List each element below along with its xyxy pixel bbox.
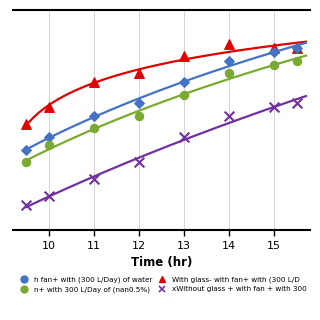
Point [294,100,300,106]
Point [92,79,97,84]
Point [24,147,29,152]
Point [137,100,142,106]
Point [137,160,142,165]
Point [181,54,187,59]
Point [46,194,52,199]
Legend: h fan+ with (300 L/Day) of water, n+ with 300 L/Day of (nan0.5%), With glass- wi: h fan+ with (300 L/Day) of water, n+ wit… [14,274,309,296]
Point [227,58,232,63]
Point [227,113,232,118]
Point [272,105,277,110]
Point [272,45,277,50]
Point [92,177,97,182]
Point [272,62,277,68]
Point [272,50,277,55]
Point [294,58,300,63]
Point [181,79,187,84]
Point [181,92,187,97]
Point [137,113,142,118]
Point [46,134,52,140]
Point [46,105,52,110]
Point [24,122,29,127]
Point [294,45,300,50]
Point [24,202,29,207]
Point [227,71,232,76]
Point [137,71,142,76]
Point [46,143,52,148]
Point [227,41,232,46]
Point [92,113,97,118]
Point [181,134,187,140]
Point [294,45,300,50]
Point [92,126,97,131]
Point [24,160,29,165]
X-axis label: Time (hr): Time (hr) [131,256,192,269]
